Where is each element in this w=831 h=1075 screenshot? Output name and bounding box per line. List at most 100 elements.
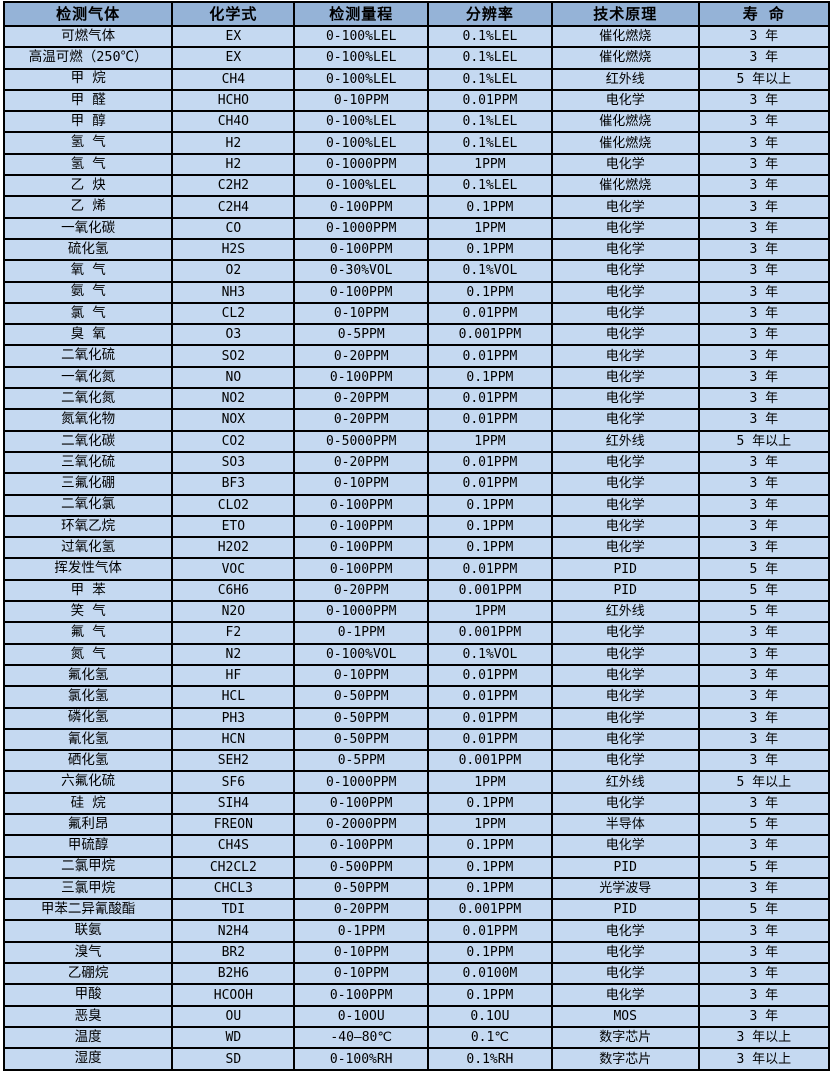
table-cell: 电化学 — [550, 791, 700, 815]
table-cell: EX — [171, 24, 296, 49]
header-cell-5: 寿 命 — [697, 1, 831, 27]
table-cell: 0-50PPM — [293, 727, 430, 752]
header-cell-3: 分辨率 — [427, 1, 553, 27]
table-cell: 3 年 — [697, 301, 831, 326]
table-cell: 电化学 — [550, 301, 700, 326]
table-cell: SD — [171, 1047, 296, 1071]
table-cell: 0-5PPM — [293, 749, 430, 773]
table-row: 挥发性气体 VOC 0-100PPM 0.01PPM PID 5 年 — [2, 557, 831, 581]
table-row: 过氧化氢 H2O2 0-100PPM 0.1PPM 电化学 3 年 — [2, 536, 831, 560]
table-cell: 0-100PPM — [293, 280, 430, 304]
table-row: 乙 烯 C2H4 0-100PPM 0.1PPM 电化学 3 年 — [2, 195, 831, 219]
table-cell: 数字芯片 — [550, 1047, 700, 1071]
table-cell: 电化学 — [550, 983, 700, 1007]
table-cell: 0-100%LEL — [293, 67, 430, 91]
table-row: 高温可燃（250℃） EX 0-100%LEL 0.1%LEL 催化燃烧 3 年 — [2, 46, 831, 70]
table-row: 氟 气 F2 0-1PPM 0.001PPM 电化学 3 年 — [2, 621, 831, 645]
table-row: 一氧化碳 CO 0-1000PPM 1PPM 电化学 3 年 — [2, 216, 831, 240]
table-cell: SO3 — [171, 450, 296, 475]
table-cell: 0-100PPM — [293, 195, 430, 219]
table-cell: 氯化氢 — [2, 685, 174, 709]
table-cell: 二氧化碳 — [2, 429, 174, 453]
table-cell: 0.001PPM — [427, 578, 553, 603]
table-cell: 3 年 — [697, 174, 831, 198]
header-cell-4: 技术原理 — [550, 1, 700, 27]
table-cell: 5 年 — [697, 855, 831, 879]
table-cell: 3 年 — [697, 387, 831, 411]
table-cell: 可燃气体 — [2, 24, 174, 49]
table-cell: 0.1PPM — [427, 365, 553, 390]
table-cell: 0.01PPM — [427, 706, 553, 730]
table-cell: 5 年以上 — [697, 67, 831, 91]
table-cell: B2H6 — [171, 962, 296, 986]
table-cell: 红外线 — [550, 429, 700, 453]
table-cell: 电化学 — [550, 237, 700, 262]
table-cell: 3 年 — [697, 663, 831, 688]
table-cell: 5 年以上 — [697, 429, 831, 453]
table-cell: 0.1OU — [427, 1004, 553, 1028]
table-cell: 0-5000PPM — [293, 429, 430, 453]
table-cell: 电化学 — [550, 621, 700, 645]
table-cell: 0.1PPM — [427, 834, 553, 858]
table-cell: 3 年 — [697, 259, 831, 283]
table-row: 二氧化氯 CLO2 0-100PPM 0.1PPM 电化学 3 年 — [2, 493, 831, 517]
table-cell: 三氯甲烷 — [2, 876, 174, 901]
table-cell: 湿度 — [2, 1047, 174, 1071]
table-row: 环氧乙烷 ETO 0-100PPM 0.1PPM 电化学 3 年 — [2, 514, 831, 539]
table-cell: 0.1℃ — [427, 1025, 553, 1050]
table-cell: 0-100%LEL — [293, 24, 430, 49]
table-cell: 3 年 — [697, 983, 831, 1007]
table-cell: 1PPM — [427, 216, 553, 240]
table-cell: 0-100PPM — [293, 557, 430, 581]
table-row: 氧 气 O2 0-30%VOL 0.1%VOL 电化学 3 年 — [2, 259, 831, 283]
table-cell: SO2 — [171, 344, 296, 368]
table-cell: 硒化氢 — [2, 749, 174, 773]
table-cell: 氟 气 — [2, 621, 174, 645]
table-row: 甲硫醇 CH4S 0-100PPM 0.1PPM 电化学 3 年 — [2, 834, 831, 858]
table-row: 硒化氢 SEH2 0-5PPM 0.001PPM 电化学 3 年 — [2, 749, 831, 773]
table-cell: NOX — [171, 408, 296, 432]
table-cell: HF — [171, 663, 296, 688]
table-row: 甲 烷 CH4 0-100%LEL 0.1%LEL 红外线 5 年以上 — [2, 67, 831, 91]
table-cell: 0.01PPM — [427, 685, 553, 709]
table-cell: OU — [171, 1004, 296, 1028]
table-row: 磷化氢 PH3 0-50PPM 0.01PPM 电化学 3 年 — [2, 706, 831, 730]
table-cell: 电化学 — [550, 536, 700, 560]
table-cell: EX — [171, 46, 296, 70]
table-cell: 0-1PPM — [293, 621, 430, 645]
table-row: 一氧化氮 NO 0-100PPM 0.1PPM 电化学 3 年 — [2, 365, 831, 390]
table-cell: 0-100PPM — [293, 983, 430, 1007]
table-cell: 3 年 — [697, 642, 831, 666]
table-cell: 1PPM — [427, 600, 553, 624]
table-row: 二氧化碳 CO2 0-5000PPM 1PPM 红外线 5 年以上 — [2, 429, 831, 453]
table-cell: 光学波导 — [550, 876, 700, 901]
table-row: 甲 醇 CH4O 0-100%LEL 0.1%LEL 催化燃烧 3 年 — [2, 110, 831, 134]
table-cell: NH3 — [171, 280, 296, 304]
table-cell: 0.1%LEL — [427, 24, 553, 49]
table-cell: H2S — [171, 237, 296, 262]
table-row: 甲酸 HCOOH 0-100PPM 0.1PPM 电化学 3 年 — [2, 983, 831, 1007]
table-cell: 0.1PPM — [427, 536, 553, 560]
table-cell: 3 年 — [697, 216, 831, 240]
table-cell: 催化燃烧 — [550, 174, 700, 198]
table-cell: 0-1000PPM — [293, 600, 430, 624]
table-cell: 3 年以上 — [697, 1025, 831, 1050]
table-cell: 电化学 — [550, 195, 700, 219]
table-cell: PID — [550, 898, 700, 922]
table-cell: 0-20PPM — [293, 578, 430, 603]
table-cell: CHCL3 — [171, 876, 296, 901]
table-cell: 二氧化硫 — [2, 344, 174, 368]
table-cell: 半导体 — [550, 812, 700, 837]
table-cell: 0-100PPM — [293, 536, 430, 560]
table-row: 三氧化硫 SO3 0-20PPM 0.01PPM 电化学 3 年 — [2, 450, 831, 475]
table-row: 甲苯二异氰酸酯 TDI 0-20PPM 0.001PPM PID 5 年 — [2, 898, 831, 922]
table-cell: 甲 苯 — [2, 578, 174, 603]
table-cell: 0-5PPM — [293, 323, 430, 347]
table-row: 臭 氧 O3 0-5PPM 0.001PPM 电化学 3 年 — [2, 323, 831, 347]
table-cell: 0-20PPM — [293, 450, 430, 475]
table-cell: 磷化氢 — [2, 706, 174, 730]
table-cell: 3 年 — [697, 621, 831, 645]
table-cell: 0.1PPM — [427, 983, 553, 1007]
table-cell: 0.1%LEL — [427, 46, 553, 70]
